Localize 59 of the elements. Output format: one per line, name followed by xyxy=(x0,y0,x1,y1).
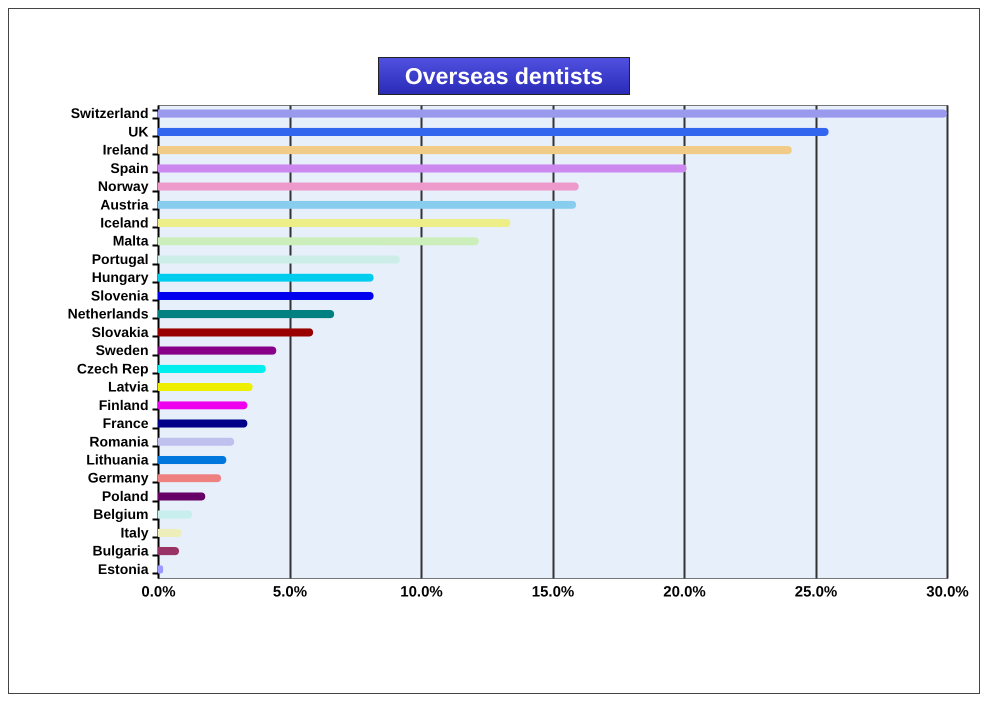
y-tick-label: Poland xyxy=(102,488,148,504)
bar xyxy=(158,547,180,556)
bar xyxy=(158,237,479,246)
bar xyxy=(158,146,792,154)
y-tick-label: Germany xyxy=(88,470,149,486)
bar xyxy=(158,274,374,282)
y-tick-label: Norway xyxy=(98,178,149,194)
x-tick-label: 30.0% xyxy=(926,584,969,600)
y-tick-label: Slovenia xyxy=(90,287,149,304)
y-tick-label: Latvia xyxy=(108,378,149,395)
bar xyxy=(158,438,234,446)
bar xyxy=(158,510,192,519)
x-tick-label: 15.0% xyxy=(532,584,574,600)
y-tick-label: Czech Rep xyxy=(76,360,148,376)
y-tick-label: Bulgaria xyxy=(92,542,149,559)
y-tick-label: Lithuania xyxy=(86,451,149,468)
y-tick-label: Hungary xyxy=(92,269,149,286)
bar xyxy=(158,401,248,410)
y-tick-label: Romania xyxy=(89,433,149,450)
y-tick-label: Finland xyxy=(98,396,148,413)
y-tick-label: France xyxy=(102,415,149,432)
bar xyxy=(158,255,400,264)
bar xyxy=(158,310,334,318)
bar xyxy=(158,110,947,118)
x-tick-label: 5.0% xyxy=(272,584,308,600)
bar xyxy=(158,364,266,373)
y-tick-label: Switzerland xyxy=(70,105,148,122)
bar xyxy=(158,382,253,392)
chart-title: Overseas dentists xyxy=(378,57,630,95)
x-tick-label: 25.0% xyxy=(794,584,838,600)
y-tick-label: Netherlands xyxy=(68,306,149,322)
y-tick-label: Malta xyxy=(112,232,149,249)
bar xyxy=(158,346,276,355)
y-tick-label: Austria xyxy=(100,196,149,212)
y-tick-label: Sweden xyxy=(96,342,148,358)
y-tick-label: Portugal xyxy=(92,250,148,267)
y-tick-label: Italy xyxy=(120,524,149,540)
y-tick-label: Slovakia xyxy=(92,324,149,340)
bar xyxy=(158,164,687,172)
bar xyxy=(158,419,248,428)
y-tick-label: Spain xyxy=(110,160,148,176)
y-tick-label: UK xyxy=(128,123,148,140)
y-tick-label: Belgium xyxy=(93,506,148,522)
x-tick-label: 10.0% xyxy=(400,584,443,600)
bar xyxy=(158,328,314,336)
bar xyxy=(158,200,576,209)
bar xyxy=(158,218,510,228)
bar xyxy=(158,456,226,464)
bar xyxy=(158,492,206,501)
y-tick-label: Iceland xyxy=(100,214,148,231)
bar xyxy=(158,528,182,537)
x-tick-label: 0.0% xyxy=(141,584,176,600)
x-tick-label: 20.0% xyxy=(663,584,706,600)
bar xyxy=(158,128,829,136)
bar xyxy=(158,474,222,482)
bar xyxy=(158,292,374,300)
y-tick-label: Ireland xyxy=(102,142,148,158)
y-tick-label: Estonia xyxy=(98,560,149,577)
bar xyxy=(158,182,579,191)
